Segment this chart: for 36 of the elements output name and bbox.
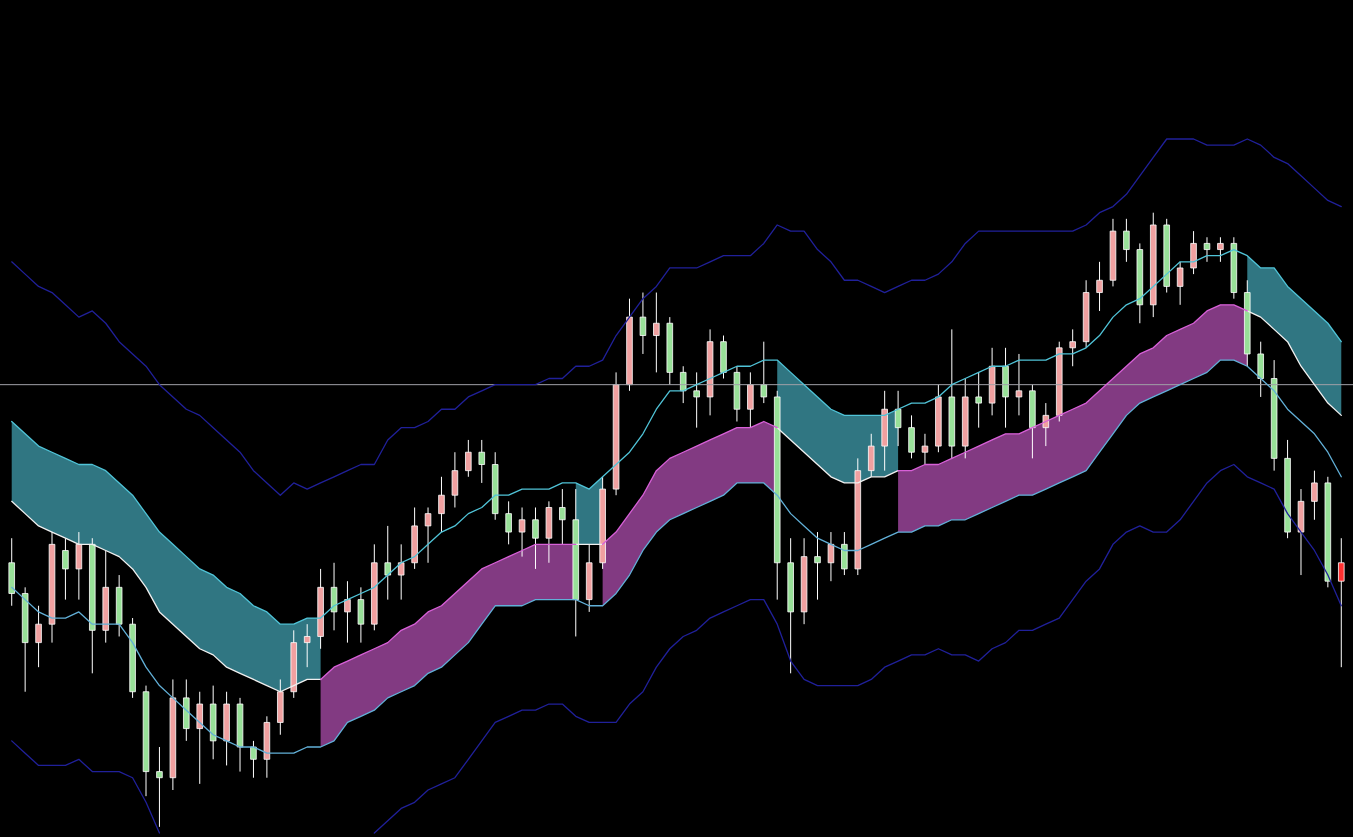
candlestick [478, 439, 486, 484]
candlestick [344, 580, 351, 644]
candlestick [653, 292, 660, 373]
candlestick [921, 433, 929, 465]
candlestick [1217, 236, 1224, 263]
candlestick [438, 476, 445, 533]
candlestick [827, 531, 835, 582]
candlestick [397, 543, 405, 601]
candlestick [518, 507, 526, 558]
candlestick [1096, 261, 1103, 312]
candlestick [1069, 328, 1076, 367]
candlestick [465, 439, 472, 478]
candlestick [384, 525, 391, 601]
candlestick [693, 371, 700, 429]
candlestick [1338, 537, 1345, 668]
candlestick [250, 740, 257, 779]
candlestick [505, 500, 512, 545]
candlestick [760, 341, 768, 404]
candlestick [894, 390, 902, 447]
candlestick [1123, 218, 1130, 263]
candlestick [62, 537, 69, 601]
candlestick [1042, 402, 1050, 447]
candlestick [424, 507, 432, 564]
candlestick [156, 746, 163, 828]
candlestick [303, 623, 311, 668]
candlestick [1176, 261, 1184, 306]
candlestick [679, 365, 687, 404]
candlestick [559, 488, 566, 545]
candlestick [639, 292, 647, 355]
candlestick [1311, 470, 1318, 521]
candlestick [532, 507, 539, 570]
candlestick [814, 531, 821, 601]
candlestick [1203, 236, 1211, 263]
candlestick [975, 371, 982, 429]
candlestick [35, 605, 42, 668]
candlestick [1015, 353, 1023, 416]
